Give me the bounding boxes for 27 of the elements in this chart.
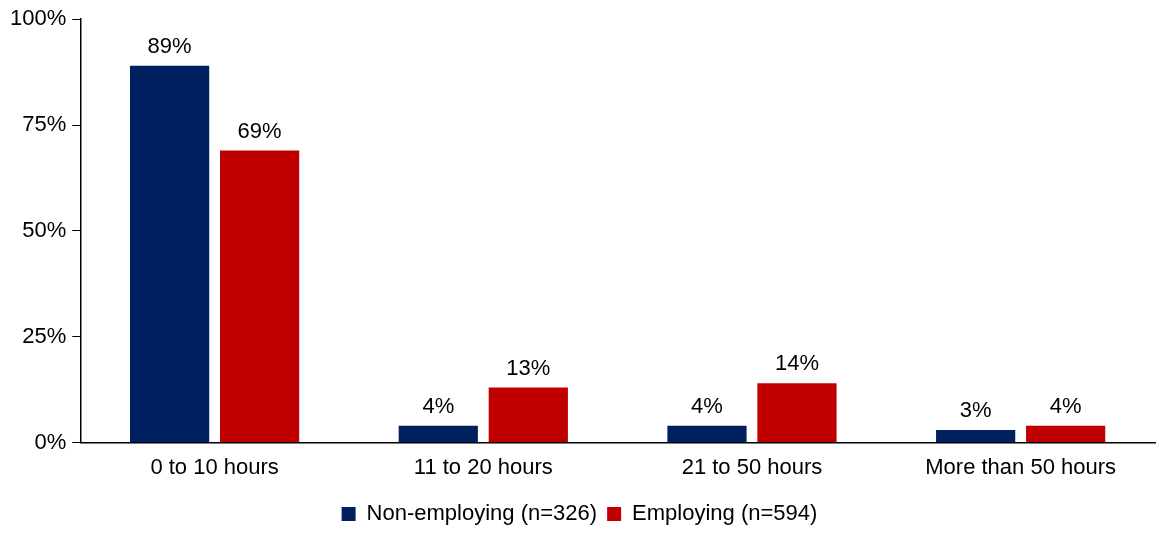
y-tick-label: 75% xyxy=(22,111,67,137)
bar xyxy=(488,387,568,443)
bar xyxy=(667,425,747,443)
legend-label: Non-employing (n=326) xyxy=(366,500,598,526)
data-label: 4% xyxy=(422,392,455,418)
data-label: 4% xyxy=(1049,392,1082,418)
x-tick-label: More than 50 hours xyxy=(925,453,1117,479)
bar xyxy=(1026,425,1106,443)
bar xyxy=(936,429,1016,443)
bar xyxy=(130,65,210,443)
y-tick-label: 50% xyxy=(22,216,67,242)
data-label: 3% xyxy=(959,396,992,422)
data-label: 4% xyxy=(691,392,723,418)
y-tick-label: 25% xyxy=(22,322,67,348)
legend-label: Employing (n=594) xyxy=(632,500,818,526)
bar xyxy=(220,150,300,443)
bar xyxy=(398,425,478,443)
x-tick-label: 11 to 20 hours xyxy=(413,453,553,479)
data-label: 89% xyxy=(147,32,192,58)
x-tick-label: 21 to 50 hours xyxy=(681,453,823,479)
data-label: 13% xyxy=(506,354,551,380)
data-label: 14% xyxy=(774,350,819,376)
bar xyxy=(757,383,837,443)
x-tick-label: 0 to 10 hours xyxy=(150,453,279,479)
y-tick-label: 100% xyxy=(9,5,67,31)
data-label: 69% xyxy=(237,117,282,143)
y-tick-label: 0% xyxy=(34,428,67,454)
